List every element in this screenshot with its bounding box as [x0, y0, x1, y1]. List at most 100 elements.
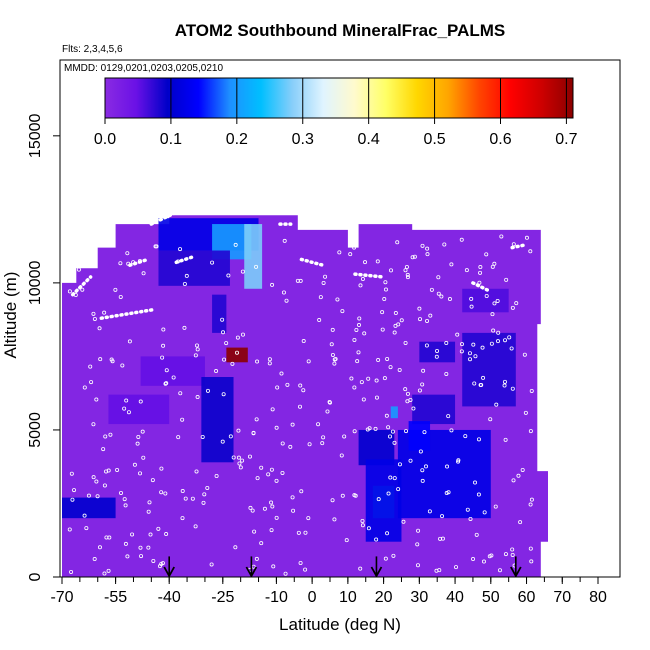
sample-point — [449, 428, 454, 433]
sample-point — [224, 341, 229, 346]
sample-point — [88, 364, 93, 369]
x-axis-label: Latitude (deg N) — [279, 615, 401, 634]
sample-point — [434, 568, 439, 573]
sample-point — [478, 270, 483, 275]
sample-point — [488, 417, 493, 422]
sample-point — [502, 379, 507, 384]
sample-point — [94, 479, 99, 484]
sample-point — [147, 500, 152, 505]
sample-point — [481, 559, 486, 564]
sample-point — [161, 327, 166, 332]
sample-point — [221, 330, 226, 335]
sample-point — [299, 489, 304, 494]
sample-point — [254, 417, 259, 422]
sample-point — [497, 568, 502, 573]
sample-point — [435, 348, 440, 353]
sample-point — [404, 429, 409, 434]
sample-point — [194, 469, 199, 474]
sample-point — [195, 347, 200, 352]
sample-point — [288, 444, 293, 449]
colorbar-tick-label: 0.7 — [555, 131, 577, 148]
sample-point — [510, 305, 515, 310]
sample-point — [374, 378, 379, 383]
sample-point — [342, 434, 347, 439]
sample-point — [358, 283, 363, 288]
sample-point — [267, 357, 272, 362]
sample-point — [403, 340, 408, 345]
sample-point — [230, 361, 235, 366]
sample-point — [374, 395, 379, 400]
sample-point — [214, 473, 219, 478]
sample-point — [222, 357, 227, 362]
sample-point — [235, 335, 240, 340]
sample-point — [119, 490, 124, 495]
sample-point — [82, 385, 87, 390]
sample-point — [92, 557, 97, 562]
y-tick-label: 15000 — [27, 113, 44, 158]
sample-point — [520, 467, 525, 472]
sample-point — [355, 359, 360, 364]
sample-point — [274, 515, 279, 520]
sample-point — [503, 552, 508, 557]
sample-point — [127, 339, 132, 344]
sample-point — [356, 350, 361, 355]
sample-point — [417, 306, 422, 311]
sample-point — [491, 328, 496, 333]
y-axis-label: Altitude (m) — [1, 272, 20, 359]
x-tick-label: -25 — [211, 589, 234, 606]
sample-point — [490, 312, 495, 317]
sample-point — [495, 298, 500, 303]
x-tick-label: -10 — [265, 589, 288, 606]
sample-point — [484, 252, 489, 257]
sample-point — [298, 404, 303, 409]
sample-point — [454, 565, 459, 570]
sample-point — [455, 332, 460, 337]
sample-point — [140, 429, 145, 434]
sample-point — [481, 375, 486, 380]
sample-point — [95, 494, 100, 499]
x-tick-label: -40 — [158, 589, 181, 606]
sample-point — [459, 342, 464, 347]
sample-point — [480, 345, 485, 350]
sample-point — [490, 264, 495, 269]
sample-point — [376, 358, 381, 363]
sample-point — [270, 407, 275, 412]
sample-point — [499, 234, 504, 239]
sample-point — [352, 429, 357, 434]
sample-point — [503, 437, 508, 442]
data-cell — [408, 421, 431, 451]
sample-point — [303, 567, 308, 572]
sample-point — [366, 526, 371, 531]
sample-point — [327, 400, 332, 405]
sample-point — [529, 497, 534, 502]
sample-point — [524, 235, 529, 240]
x-tick-label: 20 — [375, 589, 393, 606]
sample-point — [428, 313, 433, 318]
sample-point — [382, 297, 387, 302]
sample-point — [101, 447, 106, 452]
flight-track — [299, 257, 325, 267]
sample-point — [91, 422, 96, 427]
sample-point — [274, 425, 279, 430]
sample-point — [383, 287, 388, 292]
sample-point — [397, 462, 402, 467]
sample-point — [373, 426, 378, 431]
sample-point — [138, 545, 143, 550]
sample-point — [463, 434, 468, 439]
sample-point — [529, 388, 534, 393]
sample-point — [504, 277, 509, 282]
sample-point — [270, 282, 275, 287]
sample-point — [353, 493, 358, 498]
sample-point — [405, 391, 410, 396]
sample-point — [352, 385, 357, 390]
sample-point — [529, 559, 534, 564]
sample-point — [135, 441, 140, 446]
sample-point — [389, 268, 394, 273]
sample-point — [303, 530, 308, 535]
sample-point — [396, 487, 401, 492]
sample-point — [411, 406, 416, 411]
sample-point — [492, 261, 497, 266]
sample-point — [446, 414, 451, 419]
sample-point — [109, 357, 114, 362]
flight-track — [353, 272, 386, 279]
